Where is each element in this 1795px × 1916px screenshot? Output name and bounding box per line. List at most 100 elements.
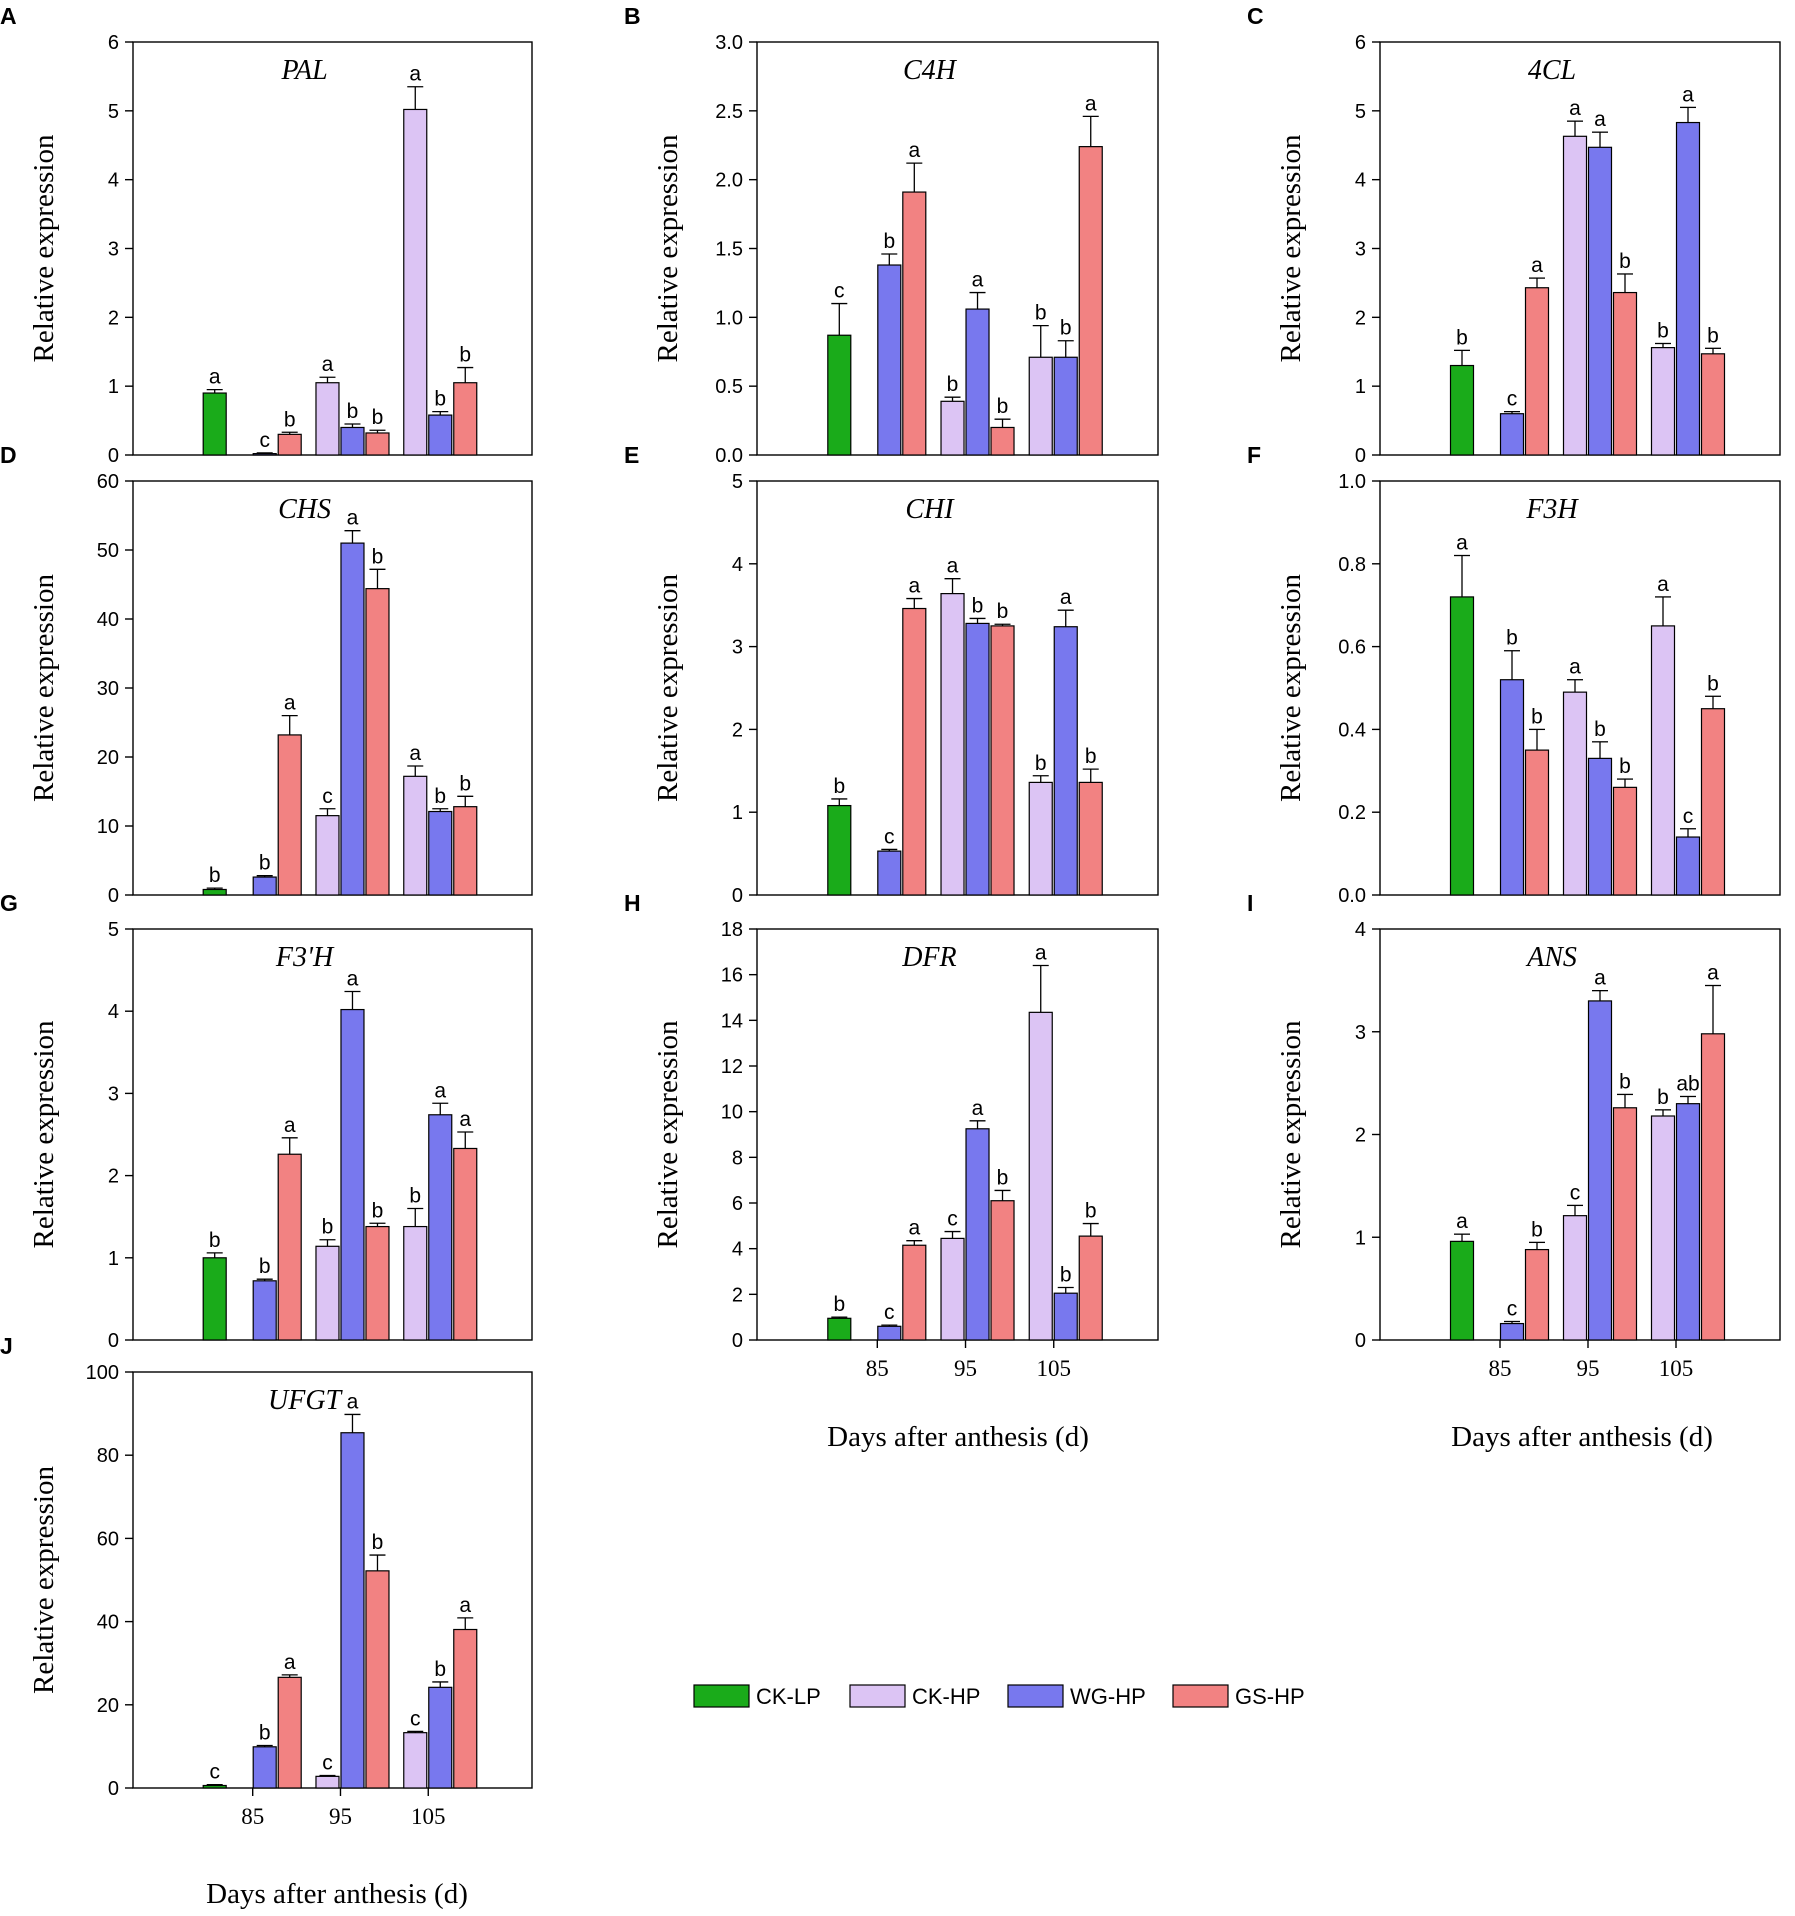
- bar-D-85-CK-LP: [202, 888, 227, 896]
- bar-A-105-CK-HP: [403, 108, 428, 456]
- x-tick-label-H-1: 95: [954, 1356, 977, 1381]
- sig-letter-C-105-GS-HP: b: [1707, 324, 1719, 347]
- bar-C-105-GS-HP: [1700, 353, 1726, 456]
- sig-letter-B-105-CK-HP: b: [1035, 302, 1047, 325]
- sig-letter-I-95-GS-HP: b: [1619, 1070, 1631, 1093]
- bar-I-85-GS-HP: [1524, 1248, 1550, 1341]
- bar-H-105-WG-HP: [1053, 1292, 1078, 1341]
- sig-letter-F-95-WG-HP: b: [1594, 718, 1606, 741]
- panel-J: J 0 20 40 60 80 100 Relative expression UFGT c b a 8…: [0, 1333, 533, 1829]
- y-tick-label-C-0: 0: [1355, 445, 1366, 467]
- bar-J-85-CK-LP: [202, 1784, 227, 1789]
- x-tick-label-H-2: 105: [1036, 1356, 1071, 1381]
- y-tick-label-A-5: 5: [108, 101, 119, 123]
- y-tick-label-B-2: 1.0: [715, 307, 743, 329]
- x-tick-label-I-1: 95: [1577, 1356, 1600, 1381]
- sig-letter-H-95-CK-HP: c: [947, 1208, 958, 1231]
- x-tick-label-J-2: 105: [411, 1804, 446, 1829]
- bar-F-105-GS-HP: [1700, 708, 1726, 896]
- bar-I-105-CK-HP: [1650, 1115, 1676, 1341]
- y-tick-label-E-5: 5: [732, 471, 743, 493]
- bar-D-95-WG-HP: [340, 542, 365, 896]
- panel-letter-H: H: [624, 890, 641, 916]
- sig-letter-D-95-GS-HP: b: [372, 545, 384, 568]
- bar-A-95-WG-HP: [340, 426, 365, 456]
- sig-letter-H-85-GS-HP: a: [908, 1217, 920, 1240]
- y-tick-label-B-1: 0.5: [715, 376, 743, 398]
- bar-C-95-WG-HP: [1587, 146, 1613, 456]
- y-tick-label-A-2: 2: [108, 307, 119, 329]
- x-axis-label-J: Days after anthesis (d): [206, 1878, 468, 1910]
- sig-letter-D-105-GS-HP: b: [459, 772, 471, 795]
- y-axis-label-G: Relative expression: [28, 1020, 60, 1248]
- sig-letter-J-95-WG-HP: a: [347, 1390, 359, 1413]
- sig-letter-D-85-GS-HP: a: [284, 692, 296, 715]
- x-tick-label-I-2: 105: [1659, 1356, 1694, 1381]
- sig-letter-B-95-CK-HP: b: [947, 373, 959, 396]
- bar-F-105-WG-HP: [1675, 836, 1701, 896]
- legend-swatch-GS-HP: [1172, 1684, 1229, 1708]
- sig-letter-B-85-GS-HP: a: [908, 139, 920, 162]
- panel-letter-J: J: [0, 1333, 13, 1359]
- y-tick-label-I-4: 4: [1355, 919, 1366, 941]
- y-tick-label-D-3: 30: [97, 678, 119, 700]
- sig-letter-D-95-CK-HP: c: [322, 785, 333, 808]
- y-tick-label-E-4: 4: [732, 554, 743, 576]
- sig-letter-J-85-WG-HP: b: [259, 1722, 271, 1745]
- y-tick-label-F-3: 0.6: [1338, 637, 1366, 659]
- gene-title-F: F3H: [1525, 494, 1579, 525]
- y-tick-label-B-3: 1.5: [715, 239, 743, 261]
- sig-letter-C-105-WG-HP: a: [1682, 83, 1694, 106]
- bar-D-105-CK-HP: [403, 775, 428, 896]
- y-tick-label-A-6: 6: [108, 32, 119, 54]
- sig-letter-F-105-GS-HP: b: [1707, 672, 1719, 695]
- bar-I-95-GS-HP: [1612, 1107, 1638, 1341]
- y-axis-label-I: Relative expression: [1275, 1020, 1307, 1248]
- bar-C-105-CK-HP: [1650, 347, 1676, 456]
- y-axis-label-H: Relative expression: [652, 1020, 684, 1248]
- bar-G-105-CK-HP: [403, 1225, 428, 1341]
- x-axis-label-H: Days after anthesis (d): [827, 1421, 1089, 1453]
- bar-E-85-GS-HP: [902, 607, 927, 896]
- bar-G-95-WG-HP: [340, 1008, 365, 1341]
- x-tick-label-I-0: 85: [1489, 1356, 1512, 1381]
- bar-A-85-GS-HP: [277, 433, 302, 456]
- bar-I-95-WG-HP: [1587, 1000, 1613, 1341]
- y-tick-label-H-4: 8: [732, 1147, 743, 1169]
- bar-C-85-WG-HP: [1499, 413, 1525, 456]
- y-tick-label-J-0: 0: [108, 1778, 119, 1800]
- sig-letter-I-105-WG-HP: ab: [1676, 1072, 1699, 1095]
- sig-letter-A-95-GS-HP: b: [372, 406, 384, 429]
- y-axis-label-C: Relative expression: [1275, 134, 1307, 362]
- panel-letter-D: D: [0, 442, 17, 468]
- y-tick-label-I-2: 2: [1355, 1125, 1366, 1147]
- legend: CK-LP CK-HP WG-HP GS-HP: [693, 1684, 1305, 1709]
- y-tick-label-A-3: 3: [108, 239, 119, 261]
- bar-G-95-CK-HP: [315, 1245, 340, 1341]
- panel-B: B 0.0 0.5 1.0 1.5 2.0 2.5 3.0 Relative expressio…: [624, 3, 1159, 467]
- sig-letter-I-95-CK-HP: c: [1570, 1181, 1581, 1204]
- panel-letter-F: F: [1247, 442, 1261, 468]
- panel-letter-C: C: [1247, 3, 1264, 29]
- y-tick-label-A-0: 0: [108, 445, 119, 467]
- bar-G-85-GS-HP: [277, 1153, 302, 1341]
- sig-letter-E-95-CK-HP: a: [947, 555, 959, 578]
- bar-G-85-CK-LP: [202, 1257, 227, 1341]
- sig-letter-J-95-GS-HP: b: [372, 1531, 384, 1554]
- bar-I-95-CK-HP: [1562, 1215, 1588, 1341]
- sig-letter-D-85-CK-LP: b: [209, 864, 221, 887]
- y-tick-label-G-5: 5: [108, 919, 119, 941]
- bar-C-95-CK-HP: [1562, 135, 1588, 456]
- sig-letter-H-105-GS-HP: b: [1085, 1200, 1097, 1223]
- y-tick-label-J-1: 20: [97, 1695, 119, 1717]
- sig-letter-C-85-GS-HP: a: [1531, 254, 1543, 277]
- sig-letter-C-85-WG-HP: c: [1507, 388, 1518, 411]
- y-tick-label-E-2: 2: [732, 719, 743, 741]
- sig-letter-G-95-WG-HP: a: [347, 967, 359, 990]
- y-tick-label-J-2: 40: [97, 1612, 119, 1634]
- x-tick-label-H-0: 85: [866, 1356, 889, 1381]
